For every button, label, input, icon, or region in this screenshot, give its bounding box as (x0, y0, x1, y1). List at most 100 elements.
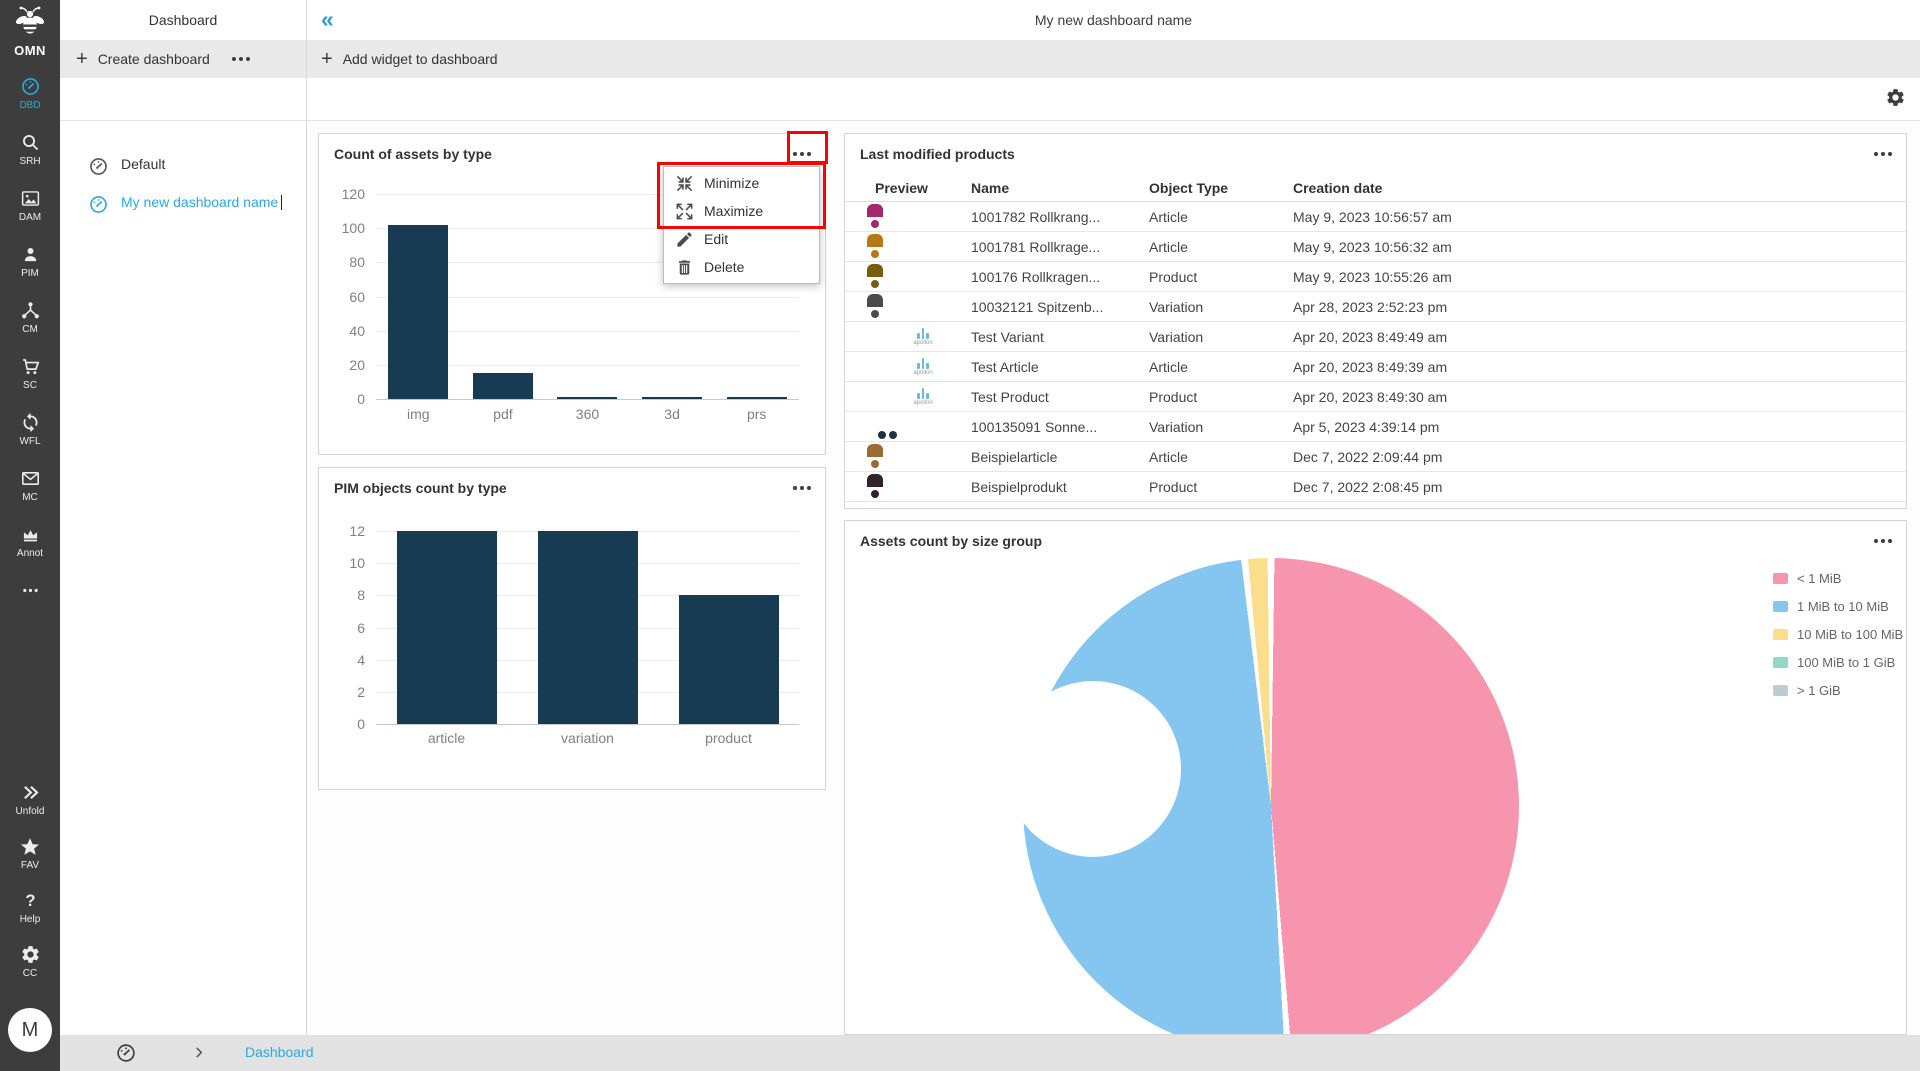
legend-swatch (1773, 572, 1788, 584)
menu-item-edit[interactable]: Edit (664, 225, 819, 253)
y-axis-tick-label: 0 (357, 391, 365, 407)
y-axis-tick-label: 12 (349, 523, 365, 539)
collapse-panel-icon[interactable]: « (321, 6, 334, 32)
y-axis-tick-label: 20 (349, 356, 365, 373)
object-type: Product (1149, 478, 1198, 495)
widget-title: PIM objects count by type (334, 480, 507, 496)
sidebar-item-dam[interactable]: DAM (0, 188, 60, 223)
legend-swatch (1773, 628, 1788, 640)
sidebar-item-unfold[interactable]: Unfold (0, 782, 60, 817)
cart-icon (0, 356, 60, 378)
sidebar-item-fav[interactable]: FAV (0, 836, 60, 871)
menu-item-minimize[interactable]: Minimize (664, 169, 819, 197)
table-row[interactable]: apollon Test Article Article Apr 20, 2023 8… (845, 352, 1906, 382)
question-icon: ? (0, 890, 60, 912)
add-widget-button[interactable]: + Add widget to dashboard (321, 48, 498, 70)
products-table: Preview Name Object Type Creation date 10017… (845, 174, 1906, 502)
product-name: Test Variant (971, 328, 1044, 345)
sidebar-item-dbd[interactable]: DBD (0, 76, 60, 111)
y-axis-tick-label: 100 (341, 220, 365, 237)
creation-date: Dec 7, 2022 2:09:44 pm (1293, 448, 1443, 465)
table-row[interactable]: 1001782 Rollkrang... Article May 9, 2023 1… (845, 202, 1906, 232)
object-type: Article (1149, 448, 1188, 465)
object-type: Variation (1149, 298, 1204, 315)
table-row[interactable]: Beispielprodukt Product Dec 7, 2022 2:08:4… (845, 472, 1906, 502)
dashboard-settings-gear-icon[interactable] (1885, 87, 1906, 111)
legend-item: < 1 MiB (1773, 564, 1903, 592)
y-axis-tick-label: 80 (349, 254, 365, 271)
dashboard-name-label: My new dashboard name (121, 194, 279, 210)
app-sidebar: OMN DBD SRH DAM PIM CM SC WFL MC Annot Unfold FAV… (0, 0, 60, 1071)
object-type: Variation (1149, 328, 1204, 345)
legend-label: < 1 MiB (1797, 570, 1842, 586)
product-name: 10032121 Spitzenb... (971, 298, 1104, 315)
table-row[interactable]: apollon Test Variant Variation Apr 20, 2023… (845, 322, 1906, 352)
creation-date: Apr 5, 2023 4:39:14 pm (1293, 418, 1440, 435)
legend-label: 10 MiB to 100 MiB (1797, 626, 1904, 642)
sidebar-item-pim[interactable]: PIM (0, 244, 60, 279)
sidebar-item-help[interactable]: ? Help (0, 890, 60, 925)
table-row[interactable]: apollon Test Product Product Apr 20, 2023 8… (845, 382, 1906, 412)
column-header: Preview (875, 179, 928, 196)
sidebar-item-cm[interactable]: CM (0, 300, 60, 335)
sidebar-item-sc[interactable]: SC (0, 356, 60, 391)
menu-item-delete[interactable]: Delete (664, 253, 819, 281)
menu-item-maximize[interactable]: Maximize (664, 197, 819, 225)
legend-swatch (1773, 600, 1788, 612)
product-name: Beispielarticle (971, 448, 1058, 465)
dashboard-gauge-icon (115, 1042, 137, 1067)
table-row[interactable]: 100176 Rollkragen... Product May 9, 2023 1… (845, 262, 1906, 292)
widget-last-modified-products: Last modified products Preview Name Object… (844, 133, 1907, 509)
gear-icon (0, 944, 60, 966)
product-preview-thumbnail: apollon (875, 386, 971, 407)
app-logo[interactable]: OMN (0, 5, 60, 58)
dashboard-list-item-1[interactable]: Default (60, 145, 307, 183)
create-dashboard-button[interactable]: + Create dashboard (76, 48, 210, 70)
plus-icon: + (321, 48, 333, 70)
y-axis-tick-label: 8 (357, 587, 365, 604)
star-icon (0, 836, 60, 858)
sidebar-item-srh[interactable]: SRH (0, 132, 60, 167)
product-name: Test Product (971, 388, 1049, 405)
trash-icon (675, 258, 694, 277)
y-axis-tick-label: 60 (349, 288, 365, 305)
x-axis-label: 360 (575, 406, 600, 422)
table-row[interactable]: Beispielarticle Article Dec 7, 2022 2:09:4… (845, 442, 1906, 472)
plus-icon: + (76, 48, 88, 70)
legend-label: > 1 GiB (1797, 682, 1841, 698)
sidebar-item-more[interactable] (0, 580, 60, 604)
legend-item: 10 MiB to 100 MiB (1773, 620, 1903, 648)
object-type: Article (1149, 238, 1188, 255)
sidebar-item-wfl[interactable]: WFL (0, 412, 60, 447)
widget-menu-button[interactable] (791, 482, 813, 494)
table-row[interactable]: 100135091 Sonne... Variation Apr 5, 2023 4… (845, 412, 1906, 442)
widget-menu-button[interactable] (1872, 148, 1894, 160)
object-type: Article (1149, 208, 1188, 225)
chevron-right-icon (190, 1044, 207, 1064)
x-axis-label: pdf (493, 406, 513, 422)
table-row[interactable]: 1001781 Rollkrage... Article May 9, 2023 1… (845, 232, 1906, 262)
text-edit-cursor (281, 194, 283, 210)
logo-text: OMN (14, 43, 46, 58)
sidebar-item-annot[interactable]: Annot (0, 524, 60, 559)
dashboard-panel: Dashboard + Create dashboard Default My n… (60, 0, 307, 1071)
sidebar-item-mc[interactable]: MC (0, 468, 60, 503)
column-header: Name (971, 179, 1010, 196)
sidebar-item-cc[interactable]: CC (0, 944, 60, 979)
object-type: Variation (1149, 418, 1204, 435)
y-axis-tick-label: 4 (357, 651, 365, 668)
widget-title: Count of assets by type (334, 146, 492, 162)
table-row[interactable]: 10032121 Spitzenb... Variation Apr 28, 202… (845, 292, 1906, 322)
dashboard-list-item-2[interactable]: My new dashboard name (60, 183, 307, 221)
widget-menu-button[interactable] (1872, 535, 1894, 547)
breadcrumb-dashboard-link[interactable]: Dashboard (245, 1044, 314, 1060)
widget-menu-button[interactable] (791, 148, 813, 160)
bar-variation (537, 531, 638, 724)
widget-pim-objects-count-by-type: PIM objects count by type 0 2 4 6 8 10 12 artic… (318, 467, 826, 790)
gauge-icon (88, 156, 109, 175)
minimize-icon (675, 174, 694, 193)
dashboard-more-button[interactable] (232, 57, 250, 61)
legend-item: 1 MiB to 10 MiB (1773, 592, 1903, 620)
svg-text:?: ? (25, 891, 35, 910)
user-avatar[interactable]: M (8, 1008, 52, 1052)
